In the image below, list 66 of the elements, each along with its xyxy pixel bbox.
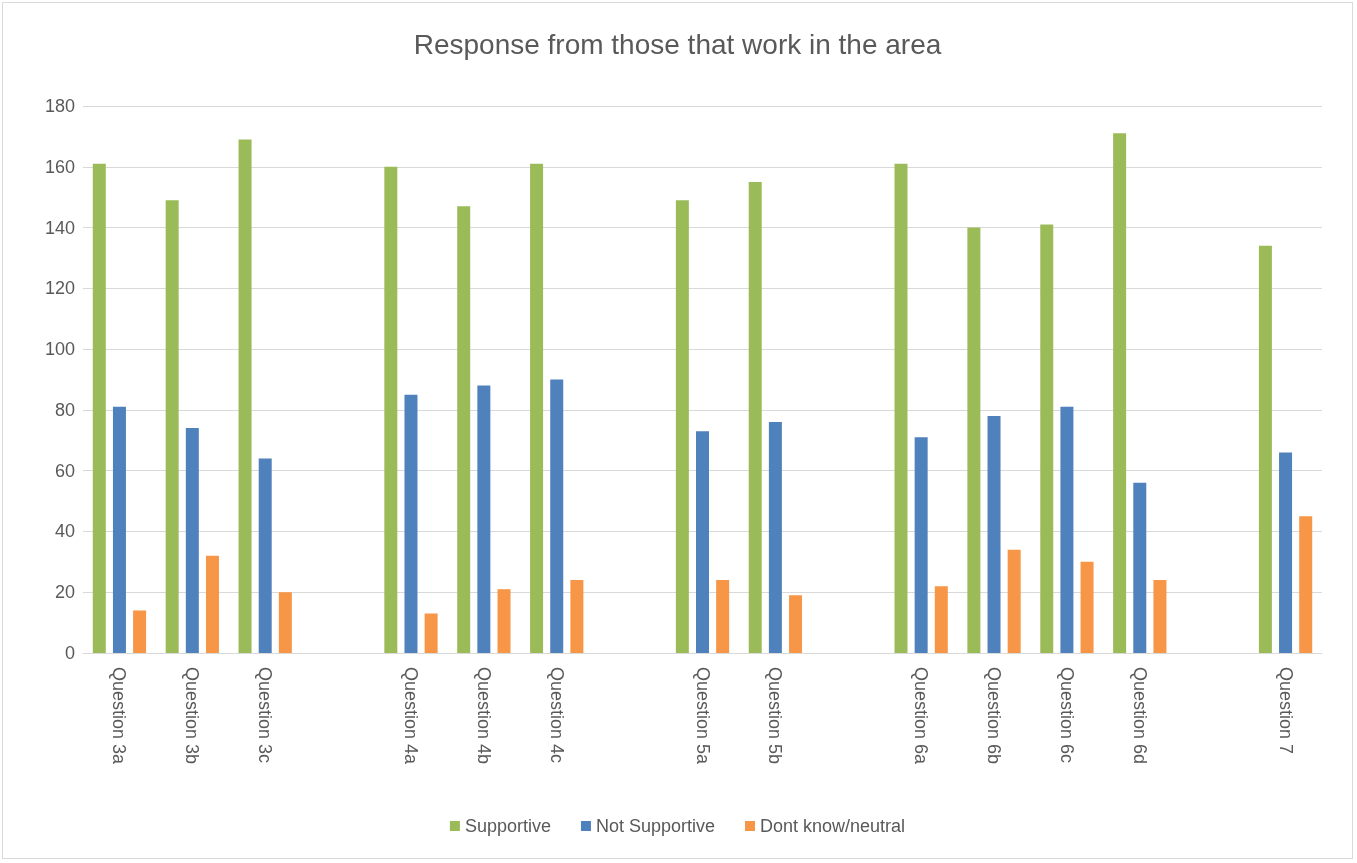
y-tick-label: 120 — [44, 278, 75, 299]
bar — [914, 437, 928, 653]
bar — [1153, 580, 1167, 653]
bar — [716, 580, 730, 653]
x-tick-label: Question 3c — [255, 667, 276, 764]
x-tick-label: Question 6c — [1056, 667, 1077, 764]
bar — [205, 555, 219, 653]
bar — [133, 610, 147, 653]
bar — [530, 163, 544, 653]
legend-label: Supportive — [464, 816, 551, 836]
bar — [987, 415, 1001, 653]
x-tick-label: Question 5a — [692, 667, 713, 766]
x-tick-label: Question 6a — [911, 667, 932, 766]
bar — [278, 592, 292, 653]
y-tick-label: 0 — [64, 643, 75, 663]
bar — [934, 586, 948, 653]
bar — [165, 200, 179, 653]
x-tick-label: Question 5b — [765, 667, 786, 765]
bar — [457, 206, 471, 653]
bar — [1007, 549, 1021, 653]
bar — [1113, 133, 1127, 653]
y-tick-label: 40 — [54, 521, 75, 542]
bar — [1133, 482, 1147, 653]
bar — [550, 379, 564, 653]
bar — [675, 200, 689, 653]
x-tick-label: Question 6b — [984, 667, 1005, 765]
bar — [894, 163, 908, 653]
bar — [1279, 452, 1293, 653]
bar — [258, 458, 272, 653]
bar — [1258, 245, 1272, 653]
bar — [92, 163, 106, 653]
y-tick-label: 20 — [54, 582, 75, 603]
y-tick-label: 160 — [44, 156, 75, 177]
bar — [185, 428, 199, 653]
legend-label: Not Supportive — [595, 816, 716, 836]
bar — [1060, 406, 1074, 653]
chart-title: Response from those that work in the area — [413, 28, 942, 60]
x-tick-label: Question 7 — [1275, 667, 1296, 755]
bar — [424, 613, 438, 653]
bar — [768, 422, 782, 653]
bar — [696, 431, 709, 653]
x-tick-label: Question 3b — [182, 667, 203, 765]
bar — [497, 589, 511, 653]
bar — [477, 385, 491, 653]
bar — [112, 406, 126, 653]
y-tick-label: 100 — [44, 339, 75, 360]
bar — [570, 580, 584, 653]
bar — [1080, 561, 1094, 653]
bar — [789, 595, 803, 653]
x-tick-label: Question 4a — [400, 667, 421, 766]
y-tick-label: 80 — [54, 399, 75, 420]
bar — [1040, 224, 1054, 653]
x-tick-label: Question 6d — [1129, 667, 1150, 765]
bar — [238, 139, 252, 653]
bar — [1299, 516, 1313, 653]
y-tick-label: 180 — [44, 96, 75, 116]
y-tick-label: 60 — [54, 460, 75, 481]
x-tick-label: Question 3a — [109, 667, 130, 766]
x-tick-label: Question 4b — [473, 667, 494, 765]
bar — [967, 227, 981, 653]
bar — [404, 394, 418, 653]
bar — [748, 181, 762, 653]
x-tick-label: Question 4c — [546, 667, 567, 764]
bar — [384, 166, 398, 653]
legend-label: Dont know/neutral — [760, 816, 906, 836]
y-tick-label: 140 — [44, 217, 75, 238]
